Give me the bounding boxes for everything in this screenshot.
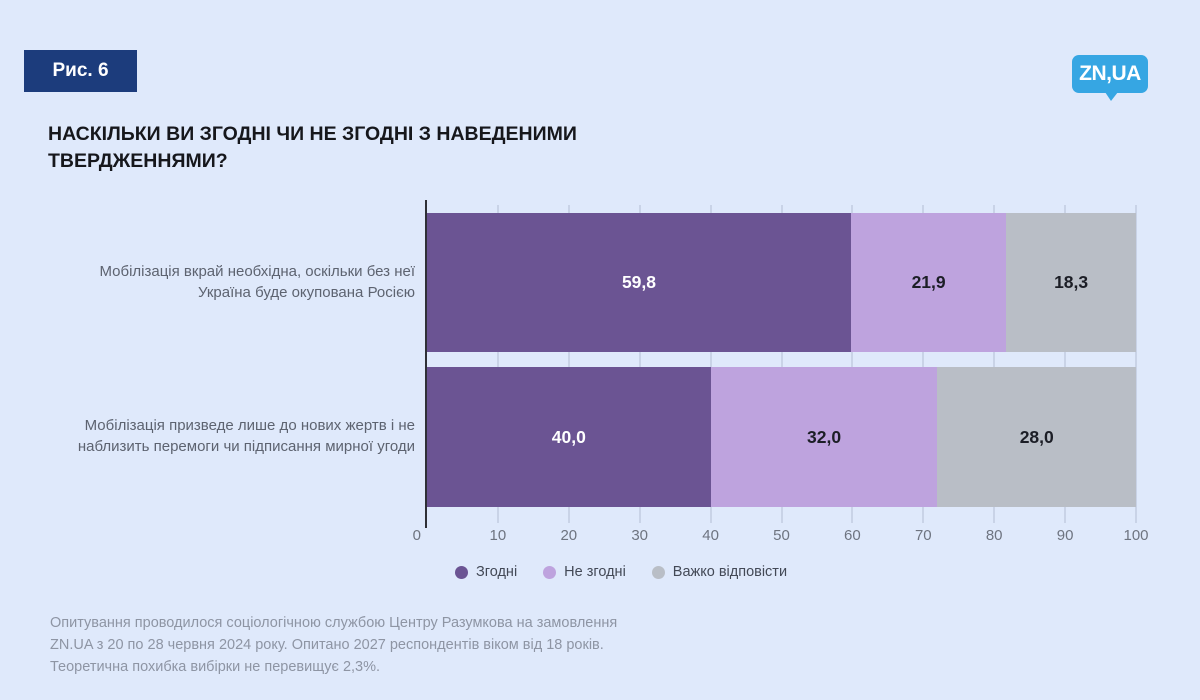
source-note-line-2: ZN.UA з 20 по 28 червня 2024 року. Опита… <box>50 636 604 653</box>
x-tick-20: 20 <box>560 527 578 544</box>
bar-2-segment-disagree: 32,0 <box>710 367 938 507</box>
legend: Згодні Не згодні Важко відповісти <box>455 564 787 580</box>
chart-title: НАСКІЛЬКИ ВИ ЗГОДНІ ЧИ НЕ ЗГОДНІ З НАВЕД… <box>48 121 577 176</box>
category-label-1-line-1: Мобілізація вкрай необхідна, оскільки бе… <box>99 263 415 280</box>
bar-1-value-hard-to-say: 18,3 <box>1054 272 1089 292</box>
gridline-10 <box>496 205 499 523</box>
bar-2-value-hard-to-say: 28,0 <box>1019 426 1054 447</box>
x-tick-30: 30 <box>631 527 649 544</box>
bar-1-value-agree: 59,8 <box>621 272 657 292</box>
x-tick-90: 90 <box>1056 527 1074 544</box>
bar-2-value-agree: 40,0 <box>551 426 586 447</box>
bar-2-segment-hard-to-say: 28,0 <box>937 367 1136 507</box>
znua-logo-text: ZN,UA <box>1079 62 1141 85</box>
x-tick-100: 100 <box>1123 527 1149 544</box>
chart-title-line-2: ТВЕРДЖЕННЯМИ? <box>48 150 228 173</box>
legend-label-agree: Згодні <box>476 564 518 580</box>
x-tick-50: 50 <box>773 527 790 544</box>
chart-title-line-1: НАСКІЛЬКИ ВИ ЗГОДНІ ЧИ НЕ ЗГОДНІ З НАВЕД… <box>48 123 577 145</box>
znua-logo[interactable]: ZN,UA <box>1072 55 1148 101</box>
legend-label-disagree: Не згодні <box>564 564 626 580</box>
gridline-100 <box>1135 205 1137 523</box>
bar-1-value-disagree: 21,9 <box>911 272 946 292</box>
bar-1-segment-hard-to-say: 18,3 <box>1006 213 1136 352</box>
legend-label-hard-to-say: Важко відповісти <box>672 564 788 580</box>
legend-item-hard-to-say: Важко відповісти <box>651 564 788 580</box>
source-note: Опитування проводилося соціологічною слу… <box>50 613 617 678</box>
plot-area: 59,8 21,9 18,3 40,0 32,0 28,0 <box>425 200 1137 528</box>
category-label-1-line-2: Україна буде окупована Росією <box>198 284 415 302</box>
legend-dot-disagree-icon <box>543 565 557 579</box>
gridline-80 <box>993 205 996 523</box>
category-label-2-line-1: Мобілізація призведе лише до нових жертв… <box>84 417 415 434</box>
bar-2-value-disagree: 32,0 <box>807 426 842 447</box>
x-tick-60: 60 <box>844 527 861 544</box>
gridline-20 <box>567 205 570 523</box>
category-label-2-line-2: наблизить перемоги чи підписання мирної … <box>77 438 415 456</box>
legend-item-agree: Згодні <box>455 564 517 580</box>
x-axis-ticks: 0 10 20 30 40 50 60 70 80 90 100 <box>413 527 1149 547</box>
gridline-40 <box>709 205 712 523</box>
bar-row-1: 59,8 21,9 18,3 <box>427 213 1136 352</box>
gridline-50 <box>780 205 783 523</box>
source-note-line-1: Опитування проводилося соціологічною слу… <box>50 615 618 631</box>
gridline-70 <box>922 205 925 523</box>
bar-1-segment-disagree: 21,9 <box>850 213 1007 352</box>
gridline-30 <box>638 205 641 523</box>
legend-item-disagree: Не згодні <box>543 564 626 580</box>
figure-badge: Рис. 6 <box>24 50 137 92</box>
gridline-90 <box>1064 205 1067 523</box>
x-tick-0: 0 <box>412 527 421 544</box>
bar-2-segment-agree: 40,0 <box>427 367 711 507</box>
bar-1-segment-agree: 59,8 <box>427 213 851 352</box>
bar-row-2: 40,0 32,0 28,0 <box>427 367 1136 507</box>
legend-dot-hard-to-say-icon <box>651 565 665 579</box>
x-tick-80: 80 <box>985 527 1003 544</box>
y-axis-line <box>425 200 427 528</box>
category-label-2: Мобілізація призведе лише до нових жертв… <box>43 415 415 458</box>
category-label-1: Мобілізація вкрай необхідна, оскільки бе… <box>43 261 415 304</box>
legend-dot-agree-icon <box>455 565 468 579</box>
gridline-60 <box>851 205 854 523</box>
x-tick-10: 10 <box>489 527 507 544</box>
x-tick-40: 40 <box>702 527 719 544</box>
figure-badge-label: Рис. 6 <box>52 60 109 81</box>
source-note-line-3: Теоретична похибка вибірки не перевищує … <box>50 658 381 675</box>
x-tick-70: 70 <box>914 527 932 544</box>
